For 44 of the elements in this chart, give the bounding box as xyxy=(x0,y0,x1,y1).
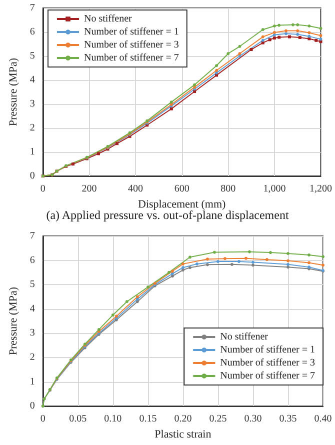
x-tick-label: 0.30 xyxy=(244,414,262,425)
legend-label: Number of stiffener = 7 xyxy=(220,370,315,382)
x-tick-label: 0.05 xyxy=(69,414,87,425)
y-axis-title: Pressure (MPa) xyxy=(8,286,20,356)
y-tick-label: 2 xyxy=(30,122,35,134)
y-tick-label: 0 xyxy=(30,400,35,412)
x-axis-title: Plastic strain xyxy=(154,428,212,440)
legend-label: Number of stiffener = 3 xyxy=(220,358,315,368)
y-tick-label: 5 xyxy=(30,50,35,62)
y-tick-label: 0 xyxy=(30,170,35,182)
y-tick-label: 3 xyxy=(30,328,35,339)
legend-label: Number of stiffener = 3 xyxy=(84,40,179,50)
y-tick-label: 3 xyxy=(30,98,35,110)
x-tick-label: 0.25 xyxy=(209,414,227,425)
legend-label: Number of stiffener = 1 xyxy=(84,26,179,38)
x-tick-label: 1,200 xyxy=(310,184,332,194)
x-tick-label: 0.10 xyxy=(104,414,122,425)
legend-label: Number of stiffener = 7 xyxy=(84,52,179,64)
y-axis-title: Pressure (MPa) xyxy=(8,58,20,126)
x-tick-label: 0.40 xyxy=(314,414,332,425)
x-tick-label: 200 xyxy=(82,184,97,194)
x-tick-label: 0.20 xyxy=(174,414,192,425)
y-tick-label: 7 xyxy=(30,2,35,14)
y-tick-label: 1 xyxy=(30,376,35,388)
y-tick-label: 1 xyxy=(30,146,35,158)
y-tick-label: 4 xyxy=(30,74,35,86)
legend-label: No stiffener xyxy=(220,332,269,342)
x-tick-label: 0.35 xyxy=(279,414,297,425)
x-tick-label: 800 xyxy=(220,184,236,194)
y-tick-label: 6 xyxy=(30,26,35,38)
x-tick-label: 1,000 xyxy=(263,184,286,194)
y-tick-label: 5 xyxy=(30,279,35,290)
legend-label: Number of stiffener = 1 xyxy=(220,344,315,356)
y-tick-label: 2 xyxy=(30,352,35,363)
x-tick-label: 600 xyxy=(174,184,190,194)
y-tick-label: 7 xyxy=(30,230,35,242)
legend-label: No stiffener xyxy=(84,14,133,24)
x-tick-label: 400 xyxy=(128,184,144,194)
x-tick-label: 0 xyxy=(40,184,46,194)
x-tick-label: 0 xyxy=(40,414,46,425)
y-tick-label: 6 xyxy=(30,254,35,266)
x-tick-label: 0.15 xyxy=(139,414,157,425)
y-tick-label: 4 xyxy=(30,303,35,314)
x-axis-title: Displacement (mm) xyxy=(138,198,226,210)
